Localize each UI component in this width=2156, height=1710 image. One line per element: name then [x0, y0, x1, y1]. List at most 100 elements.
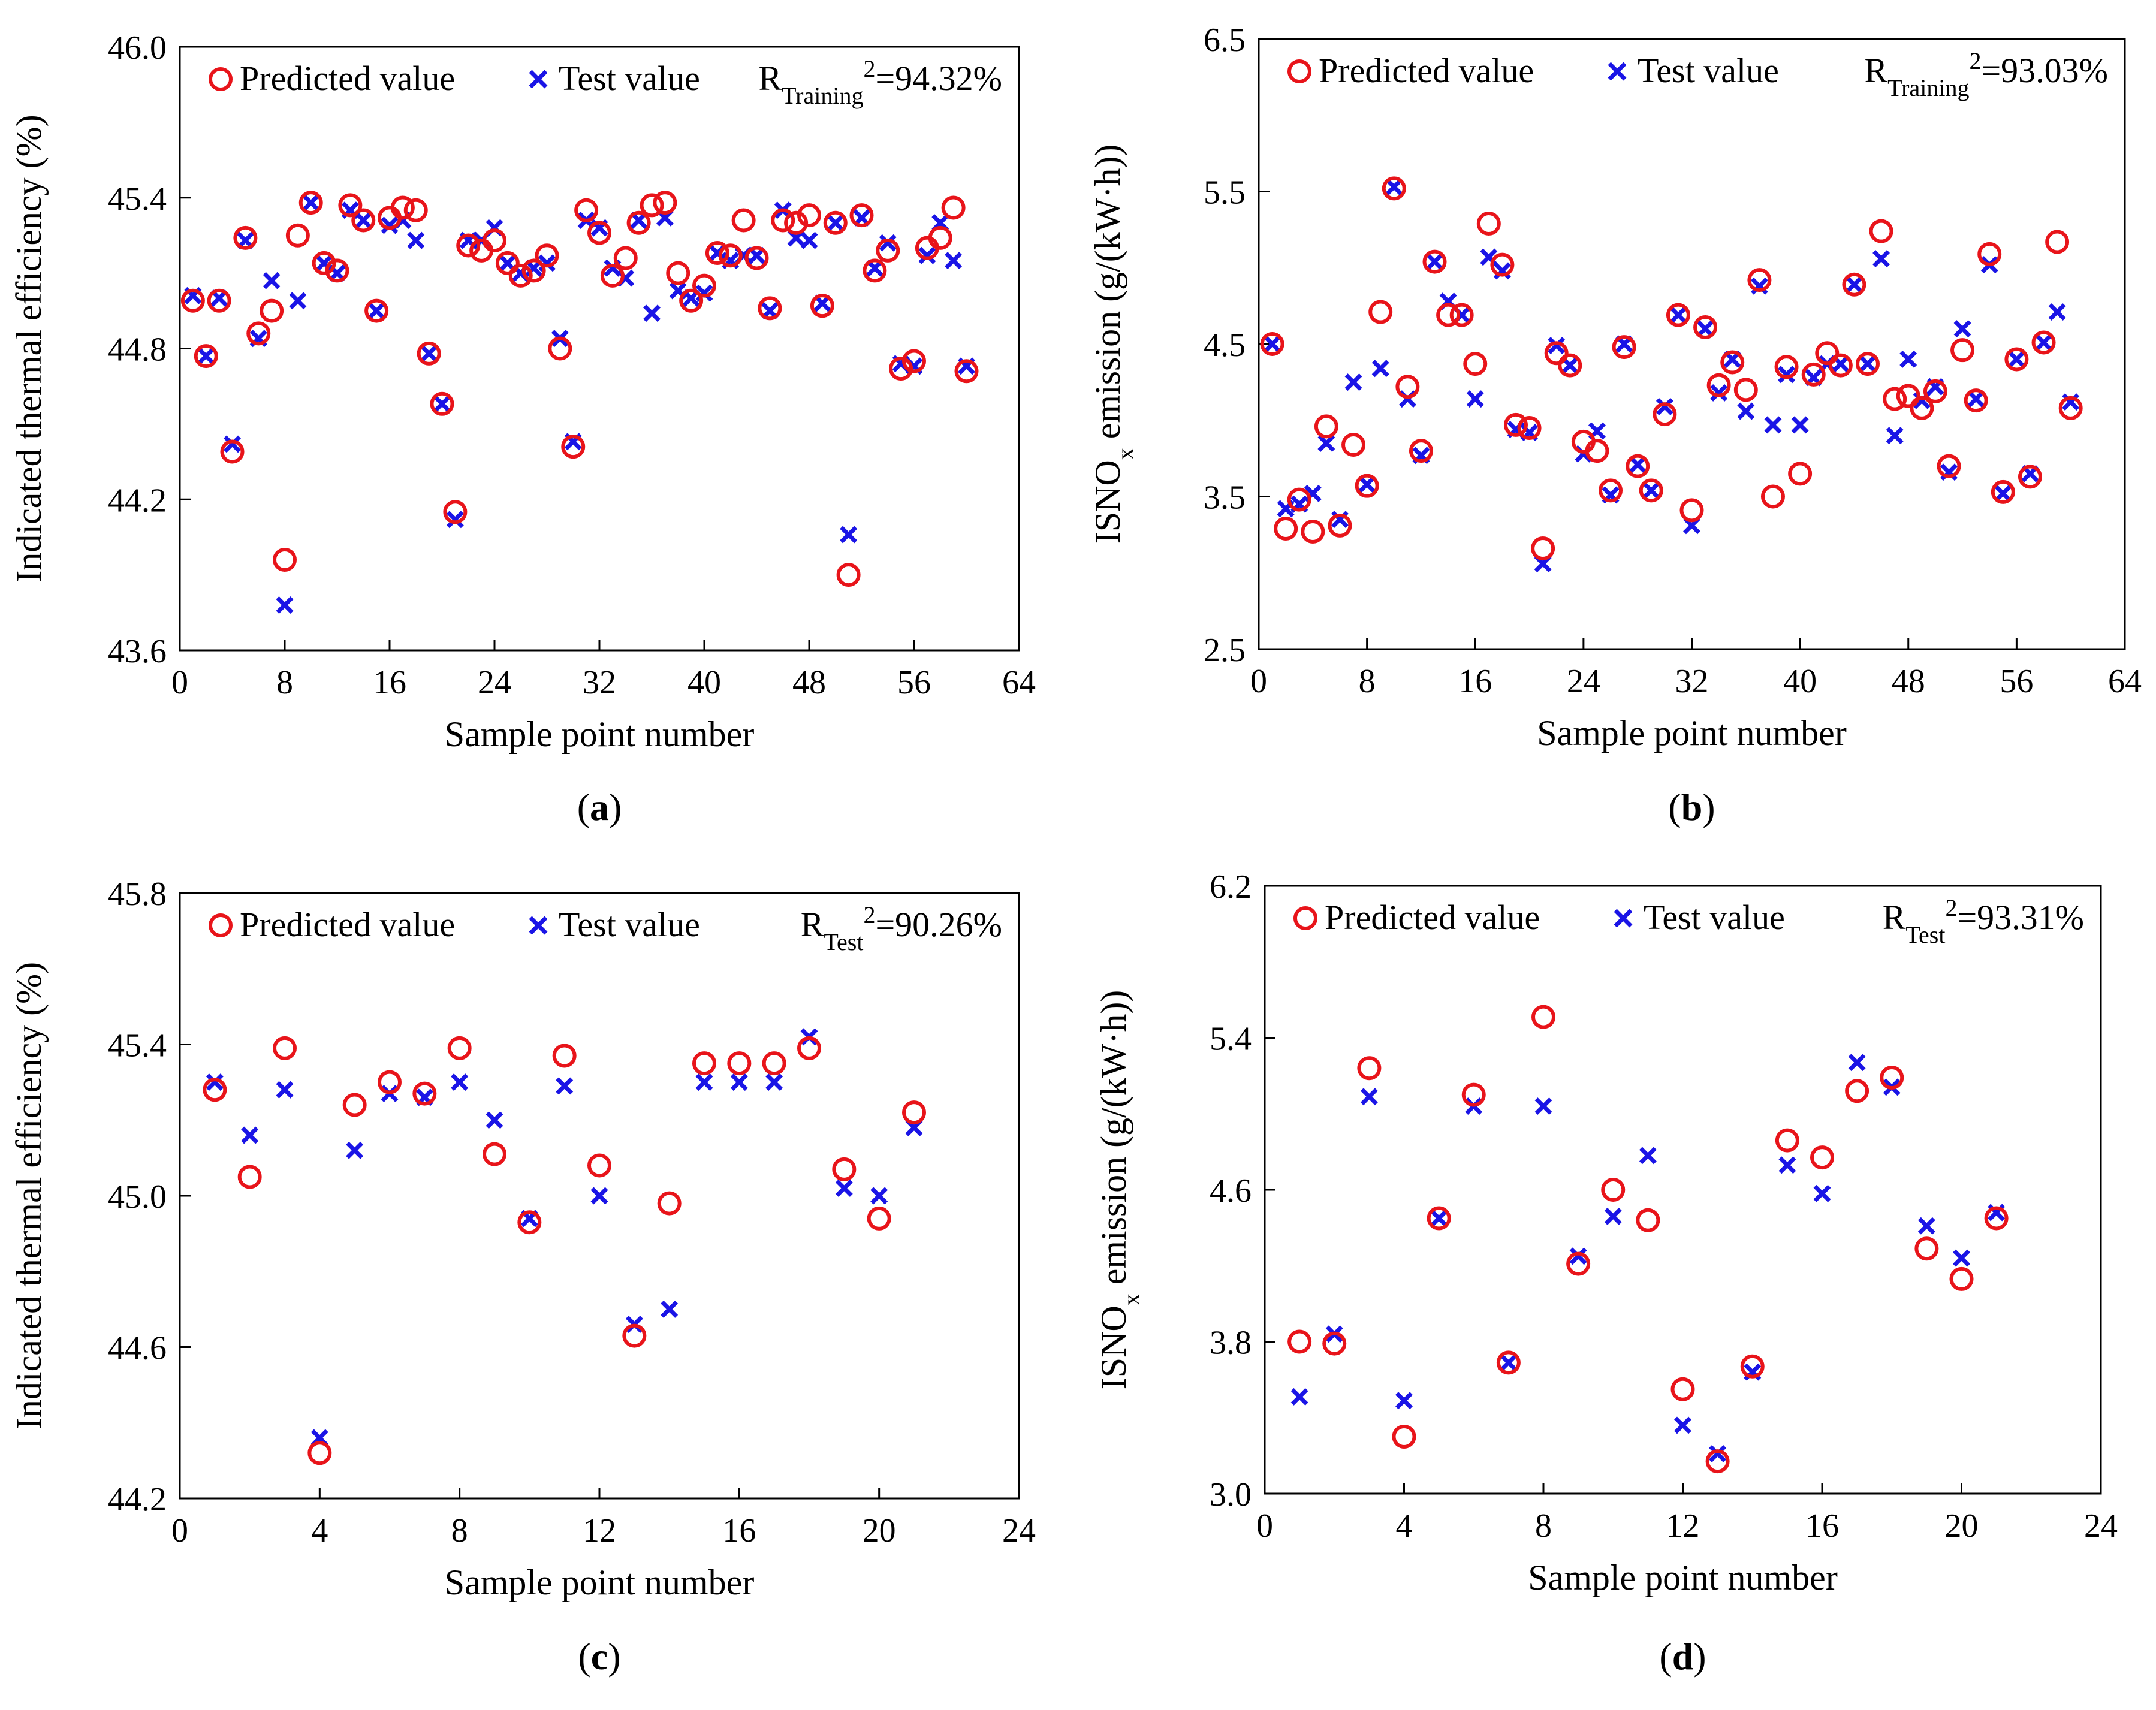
predicted-value-point: [784, 210, 809, 235]
predicted-value-point: [180, 288, 205, 313]
predicted-value-point: [1810, 1145, 1834, 1170]
predicted-value-point: [666, 261, 690, 285]
x-tick-label: 20: [1945, 1507, 1979, 1545]
test-value-point-stroke: [1872, 250, 1890, 267]
x-tick-label: 64: [1002, 664, 1036, 701]
x-tick-label: 8: [1535, 1507, 1552, 1545]
test-value-point-stroke: [1629, 456, 1647, 474]
test-value-point-stroke: [1426, 253, 1443, 271]
predicted-value-point: [679, 288, 704, 313]
test-value-point-stroke: [224, 435, 241, 453]
legend-test-marker-stroke: [529, 916, 548, 935]
predicted-value-point: [622, 1323, 647, 1348]
predicted-value-point: [626, 210, 651, 235]
test-value-point: [1604, 1207, 1622, 1225]
test-value-point: [1669, 306, 1687, 324]
test-value-point-stroke: [1832, 355, 1850, 373]
predicted-value-point: [867, 1206, 891, 1231]
panel-label-letter: d: [1672, 1635, 1694, 1678]
test-value-point: [407, 231, 425, 249]
panel-label-open-paren: (: [1659, 1635, 1672, 1678]
test-value-point: [1674, 1416, 1691, 1434]
test-value-point-stroke: [661, 1300, 679, 1318]
test-value-point-stroke: [1674, 1416, 1691, 1434]
test-value-point-stroke: [1886, 427, 1904, 445]
predicted-value-point: [587, 221, 611, 245]
predicted-value-point: [1476, 211, 1501, 236]
test-value-point: [1548, 337, 1566, 355]
test-value-point: [289, 292, 307, 310]
legend-test-marker: [529, 70, 548, 89]
predicted-value-point: [1436, 303, 1461, 327]
predicted-value-point: [298, 191, 323, 215]
test-value-point: [945, 252, 963, 270]
test-value-point: [1791, 416, 1809, 434]
predicted-value-point: [731, 208, 756, 233]
predicted-value-point: [1670, 1377, 1695, 1401]
test-value-point-stroke: [1385, 178, 1403, 196]
predicted-value-point: [1328, 513, 1352, 538]
predicted-value-point: [653, 191, 677, 215]
test-value-point-stroke: [302, 194, 320, 212]
predicted-value-point: [863, 258, 887, 283]
chart-panel-c: 0 4 8 12 16 20 24 44.2 44.6 45.0 45.4 45.8 Sample po…: [9, 876, 1036, 1678]
predicted-value-point: [1896, 384, 1920, 408]
test-value-point: [446, 511, 464, 529]
x-tick-label: 40: [687, 664, 721, 701]
test-value-point: [1426, 253, 1443, 271]
predicted-value-point: [220, 439, 245, 464]
predicted-value-point: [718, 243, 743, 268]
test-value-point-stroke: [354, 212, 372, 229]
test-value-point-stroke: [1845, 276, 1863, 294]
test-value-point-stroke: [1604, 1207, 1622, 1225]
x-axis-label: Sample point number: [445, 714, 755, 754]
test-value-point: [1778, 366, 1796, 384]
x-tick-label: 0: [1256, 1507, 1273, 1545]
predicted-value-point: [941, 195, 966, 220]
test-value-point: [1813, 1184, 1831, 1202]
y-tick-label: 3.8: [1210, 1325, 1252, 1362]
predicted-value-point: [640, 193, 664, 218]
test-value-point-stroke: [1899, 350, 1917, 368]
predicted-value-point: [928, 225, 952, 250]
test-value-point-stroke: [835, 1179, 853, 1197]
test-value-point-stroke: [1656, 397, 1673, 415]
panel-label-open-paren: (: [1668, 786, 1681, 828]
y-axis-label-subscript: x: [1118, 1293, 1145, 1305]
test-value-point: [840, 526, 858, 544]
test-value-point: [486, 1111, 503, 1129]
r-squared-annotation: RTraining2=94.32%: [758, 55, 1002, 109]
test-value-point: [1709, 1444, 1727, 1462]
y-tick-label: 3.0: [1210, 1476, 1252, 1513]
x-tick-label: 24: [2084, 1507, 2118, 1545]
predicted-value-point: [797, 203, 821, 228]
x-tick-label: 24: [1567, 663, 1600, 700]
panel-label-letter: c: [591, 1635, 608, 1678]
test-value-point: [381, 216, 399, 234]
test-value-point: [224, 435, 241, 453]
y-tick-label: 45.8: [108, 876, 167, 913]
predicted-value-point: [561, 435, 586, 459]
test-value-point: [1317, 434, 1335, 452]
test-value-point: [354, 212, 372, 229]
x-tick-label: 20: [863, 1512, 896, 1549]
test-value-point: [870, 1187, 888, 1205]
predicted-value-point: [1449, 303, 1474, 327]
test-value-point-stroke: [499, 254, 517, 272]
x-tick-label: 8: [451, 1512, 468, 1549]
predicted-value-point: [447, 1036, 472, 1060]
test-value-point-stroke: [1534, 1097, 1552, 1115]
predicted-value-point: [430, 391, 454, 416]
r-squared-annotation: RTest2=93.31%: [1883, 894, 2084, 948]
test-value-point-stroke: [1669, 306, 1687, 324]
predicted-value-point: [1949, 1266, 1974, 1291]
legend-test-marker-stroke: [529, 70, 548, 89]
test-value-point: [765, 1073, 783, 1091]
predicted-value-point: [203, 1078, 227, 1102]
predicted-value-point: [548, 336, 572, 361]
test-value-point-stroke: [381, 216, 399, 234]
test-value-point-stroke: [870, 1187, 888, 1205]
predicted-value-point: [692, 273, 716, 298]
test-value-point-stroke: [451, 1073, 469, 1091]
predicted-value-point: [1639, 478, 1663, 503]
